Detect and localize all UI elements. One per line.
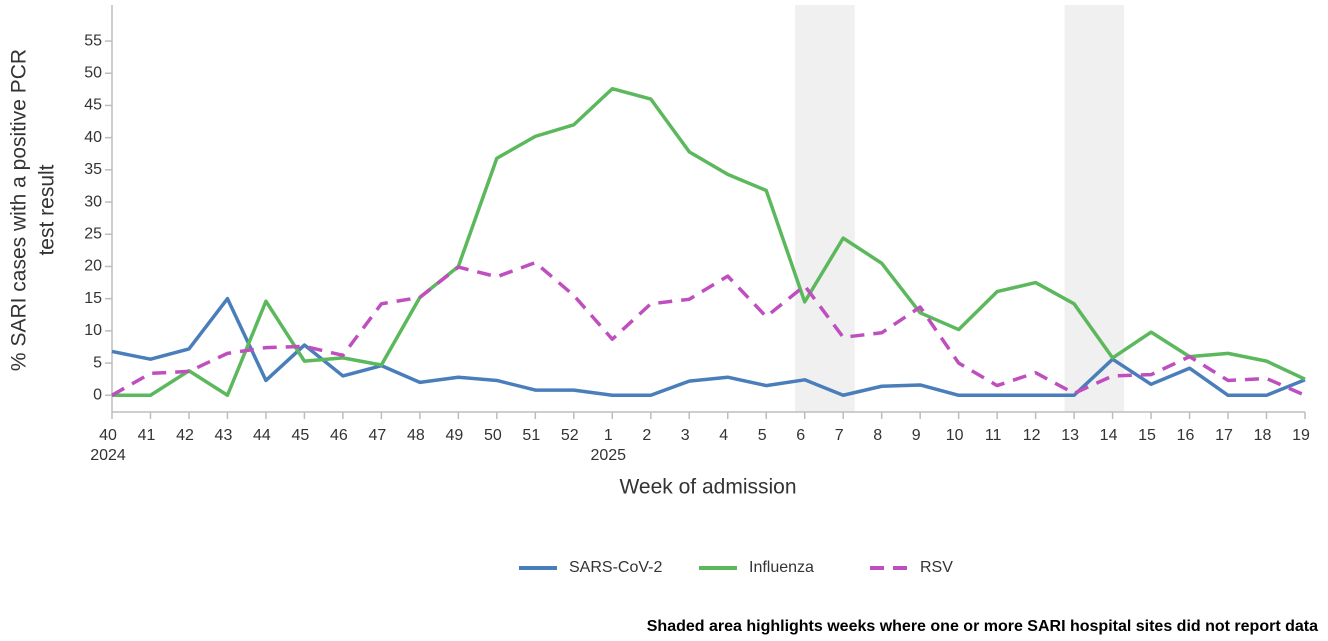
x-tick-label: 3: [681, 427, 690, 444]
x-tick-label: 14: [1100, 427, 1118, 444]
x-tick-label: 18: [1254, 427, 1272, 444]
x-tick-label: 49: [445, 427, 463, 444]
x-tick-label: 43: [215, 427, 233, 444]
note: Shaded area highlights weeks where one o…: [647, 618, 1318, 635]
x-axis-label: Week of admission: [619, 476, 796, 499]
y-tick-label: 20: [84, 258, 102, 275]
shaded-area: [795, 5, 855, 412]
x-tick-label: 1: [604, 427, 613, 444]
y-axis-label: % SARI cases with a positive PCR: [8, 49, 31, 371]
y-tick-label: 5: [93, 354, 102, 371]
x-tick-label: 2: [642, 427, 651, 444]
x-tick-label: 15: [1138, 427, 1156, 444]
y-tick-label: 40: [84, 129, 102, 146]
series-line: [111, 296, 1306, 398]
y-tick-label: 15: [84, 290, 102, 307]
x-tick-label: 19: [1292, 427, 1310, 444]
x-tick-label: 4: [719, 427, 728, 444]
shaded-area: [1064, 5, 1125, 412]
x-tick-label: 41: [138, 427, 156, 444]
y-tick-label: 55: [84, 32, 102, 49]
y-tick-label: 10: [84, 322, 102, 339]
legend-label: Influenza: [749, 559, 814, 576]
y-tick-label: 35: [84, 161, 102, 178]
year-label: 2024: [90, 447, 126, 464]
x-tick-label: 47: [368, 427, 386, 444]
legend-label: RSV: [920, 559, 953, 576]
x-tick-label: 8: [873, 427, 882, 444]
x-tick-label: 45: [292, 427, 310, 444]
x-tick-label: 40: [99, 427, 117, 444]
x-tick-label: 9: [912, 427, 921, 444]
y-axis-label: test result: [36, 164, 59, 255]
x-tick-label: 13: [1061, 427, 1079, 444]
legend-label: SARS-CoV-2: [569, 559, 662, 576]
x-tick-label: 16: [1177, 427, 1195, 444]
y-tick-label: 0: [93, 386, 102, 403]
x-tick-label: 12: [1023, 427, 1041, 444]
y-tick-label: 25: [84, 225, 102, 242]
y-tick-label: 45: [84, 97, 102, 114]
y-tick-label: 30: [84, 193, 102, 210]
y-tick-label: 50: [84, 64, 102, 81]
x-tick-label: 42: [176, 427, 194, 444]
series-line: [112, 86, 1306, 398]
x-tick-label: 10: [946, 427, 964, 444]
year-label: 2025: [590, 447, 626, 464]
x-tick-label: 48: [407, 427, 425, 444]
series-line: [111, 260, 1306, 397]
x-tick-label: 46: [330, 427, 348, 444]
x-tick-label: 6: [796, 427, 805, 444]
x-tick-label: 11: [985, 427, 1002, 444]
x-tick-label: 44: [253, 427, 271, 444]
x-tick-label: 52: [561, 427, 579, 444]
x-tick-label: 17: [1215, 427, 1233, 444]
x-tick-label: 7: [835, 427, 844, 444]
x-tick-label: 5: [758, 427, 767, 444]
x-tick-label: 51: [522, 427, 540, 444]
x-tick-label: 50: [484, 427, 502, 444]
